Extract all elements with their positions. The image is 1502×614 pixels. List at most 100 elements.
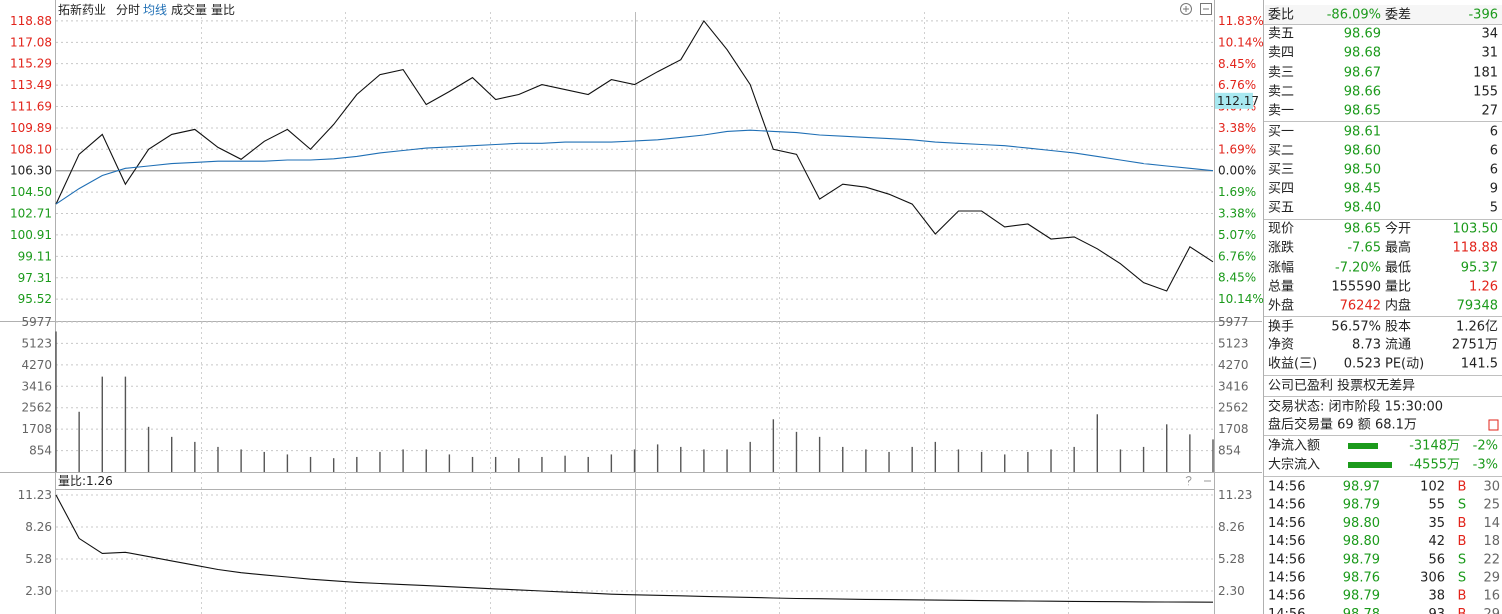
y-tick-label-right: 854 [1218,444,1241,458]
cursor-tag [1215,92,1253,109]
zoom-icon[interactable] [1180,3,1192,15]
panel-text: 35 [1428,516,1445,531]
volume-bar [55,331,57,472]
volume-bar [1142,446,1145,472]
panel-text: 交易状态: 闭市阶段 15:30:00 [1268,399,1443,415]
panel-text: 102 [1420,480,1445,495]
panel-text: 98.80 [1343,516,1380,531]
chart-icon [1488,419,1499,431]
panel-text: 22 [1483,552,1500,567]
quote-panel: 委比 -86.09% 委差 -396 卖五 98.69 34 卖四 98.68 31 卖三 98.67… [1264,5,1502,614]
y2-tick-label: 3.38% [1218,121,1256,135]
panel-text: 买二 [1268,144,1294,159]
stock-name: 拓新药业 [58,2,106,17]
y2-tick-label: 1.69% [1218,185,1256,199]
panel-text: 42 [1428,534,1445,549]
y-tick-label: 11.23 [18,488,52,502]
panel-text: 股本 [1385,320,1411,335]
panel-text: 买一 [1268,125,1294,140]
panel-text: 总量 [1268,280,1294,295]
y2-tick-label: 3.38% [1218,207,1256,221]
volume-bar [425,449,427,472]
panel-text: B [1458,534,1467,549]
panel-text: 98.61 [1344,125,1381,140]
y2-tick-label: 10.14% [1218,292,1264,306]
panel-text: 98.78 [1343,607,1380,614]
volume-bar [703,449,705,472]
y-tick-label-right: 5123 [1218,336,1249,350]
panel-text: 98.76 [1343,571,1380,586]
tab[interactable]: 量比 [211,3,235,17]
panel-text: 盘后交易量 69 额 68.1万 [1268,417,1417,433]
volume-bar [1050,449,1052,472]
volume-bar [471,456,474,472]
flow-bar [1348,462,1392,468]
tab[interactable]: 成交量 [171,2,207,17]
y-tick-label-right: 2.30 [1218,584,1245,598]
panel-text: 306 [1420,571,1445,586]
panel-text: 98.68 [1344,46,1381,61]
tab[interactable]: 均线 [143,3,167,17]
volume-bar [749,441,751,472]
y-tick-label: 117.08 [10,35,52,49]
volume-bar [865,449,867,472]
panel-text: 卖四 [1268,46,1294,61]
y-tick-label: 5123 [21,336,52,350]
panel-text: 卖五 [1268,27,1294,42]
volume-bar [1004,454,1006,472]
y2-tick-label: 10.14% [1218,35,1264,49]
panel-text: S [1458,571,1466,586]
help-icon[interactable] [1185,476,1192,486]
panel-text: 14:56 [1268,516,1305,531]
panel-text: -3148万 [1409,439,1460,454]
volume-bar [911,446,913,472]
ratio-row-bg [1265,5,1502,24]
panel-text: 98.45 [1344,182,1381,197]
panel-text: 98.60 [1344,144,1381,159]
panel-text: 98.65 [1344,222,1381,237]
close-icon[interactable] [1200,3,1212,15]
panel-text: 现价 [1268,222,1294,237]
panel-text: 最高 [1385,240,1411,256]
panel-text: 98.50 [1344,163,1381,178]
panel-text: 涨跌 [1268,240,1294,256]
panel-text: 98.80 [1343,534,1380,549]
ratio-line [55,494,1214,603]
panel-text: 98.79 [1343,589,1380,604]
tab[interactable]: 分时 [116,3,140,17]
panel-text: 103.50 [1453,222,1499,237]
panel-text: 2751万 [1452,338,1498,353]
y-tick-label: 5977 [21,315,52,329]
y-tick-label: 8.26 [25,520,52,534]
panel-text: -4555万 [1409,458,1460,473]
panel-text: -86.09% [1327,8,1381,23]
y-tick-label-right: 8.26 [1218,520,1245,534]
panel-text: 卖二 [1268,85,1294,100]
panel-text: -7.20% [1335,261,1381,276]
panel-text: -2% [1473,439,1498,454]
panel-text: 30 [1483,480,1500,495]
panel-text: 收益(三) [1268,357,1317,372]
y-tick-label-right: 2562 [1218,401,1249,415]
panel-text: 25 [1483,498,1500,513]
panel-text: 38 [1428,589,1445,604]
volume-bar [217,446,219,472]
volume-bar [448,454,451,472]
panel-text: 8.73 [1352,338,1381,353]
panel-text: 56.57% [1331,320,1381,335]
panel-text: 换手 [1268,320,1294,335]
volume-bar [286,454,289,472]
panel-text: 98.66 [1344,85,1381,100]
panel-text: S [1458,552,1466,567]
volume-bar [1189,434,1191,472]
panel-text: -396 [1468,8,1498,23]
panel-text: 16 [1483,589,1500,604]
y-tick-label: 106.30 [10,164,52,178]
panel-text: 18 [1483,534,1500,549]
panel-text: 1.26亿 [1456,320,1498,335]
y-tick-label: 95.52 [18,292,52,306]
volume-bar [934,441,937,472]
panel-text: 155590 [1331,280,1381,295]
